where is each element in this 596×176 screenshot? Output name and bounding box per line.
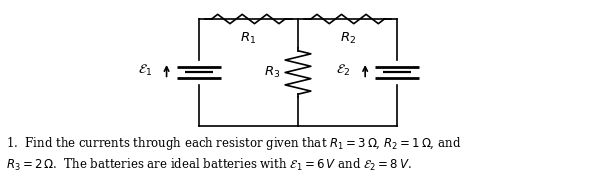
Text: $\mathcal{E}_1$: $\mathcal{E}_1$ — [138, 63, 152, 78]
Text: $R_1$: $R_1$ — [240, 31, 256, 46]
Text: $R_2$: $R_2$ — [340, 31, 356, 46]
Text: $R_3 = 2\,\Omega$.  The batteries are ideal batteries with $\mathcal{E}_1 = 6\,V: $R_3 = 2\,\Omega$. The batteries are ide… — [6, 157, 412, 173]
Text: $R_3$: $R_3$ — [264, 65, 281, 80]
Text: 1.  Find the currents through each resistor given that $R_1 = 3\,\Omega$, $R_2 =: 1. Find the currents through each resist… — [6, 135, 461, 152]
Text: $\mathcal{E}_2$: $\mathcal{E}_2$ — [336, 63, 350, 78]
